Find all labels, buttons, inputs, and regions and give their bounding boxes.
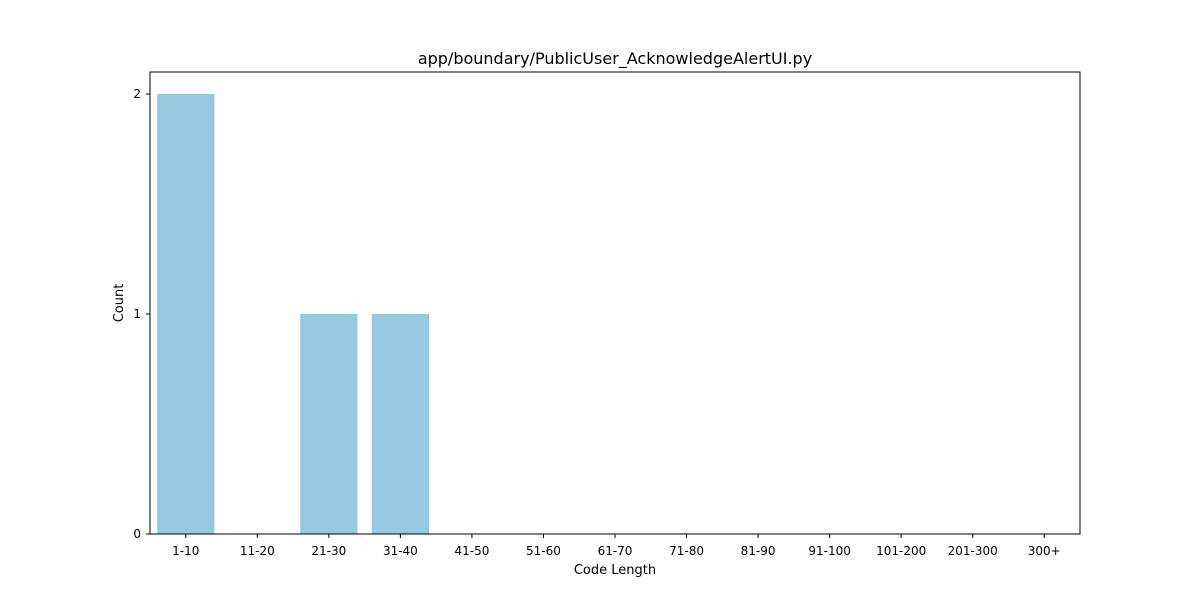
x-tick-label: 11-20 — [240, 544, 275, 558]
x-tick-label: 1-10 — [172, 544, 199, 558]
x-axis-ticks: 1-10 11-20 21-30 31-40 41-50 51-60 61-70 71-80 8… — [172, 534, 1061, 558]
x-tick-label: 91-100 — [808, 544, 851, 558]
x-tick-label: 21-30 — [311, 544, 346, 558]
x-tick-label: 31-40 — [383, 544, 418, 558]
x-tick-label: 81-90 — [741, 544, 776, 558]
x-tick-label: 71-80 — [669, 544, 704, 558]
x-tick-label: 300+ — [1028, 544, 1061, 558]
x-tick-label: 41-50 — [454, 544, 489, 558]
y-tick-label: 0 — [133, 527, 141, 541]
bar-21-30 — [300, 314, 358, 534]
y-axis-ticks: 0 1 2 — [133, 87, 150, 541]
chart-title: app/boundary/PublicUser_AcknowledgeAlert… — [418, 49, 812, 69]
y-axis-label: Count — [112, 284, 127, 323]
bar-31-40 — [371, 314, 429, 534]
y-tick-label: 1 — [133, 307, 141, 321]
bars-group — [157, 94, 429, 534]
x-tick-label: 101-200 — [876, 544, 926, 558]
x-axis-label: Code Length — [574, 563, 656, 578]
x-tick-label: 51-60 — [526, 544, 561, 558]
x-tick-label: 201-300 — [948, 544, 998, 558]
plot-frame — [149, 71, 1081, 535]
bar-1-10 — [157, 94, 215, 534]
y-tick-label: 2 — [133, 87, 141, 101]
x-tick-label: 61-70 — [598, 544, 633, 558]
